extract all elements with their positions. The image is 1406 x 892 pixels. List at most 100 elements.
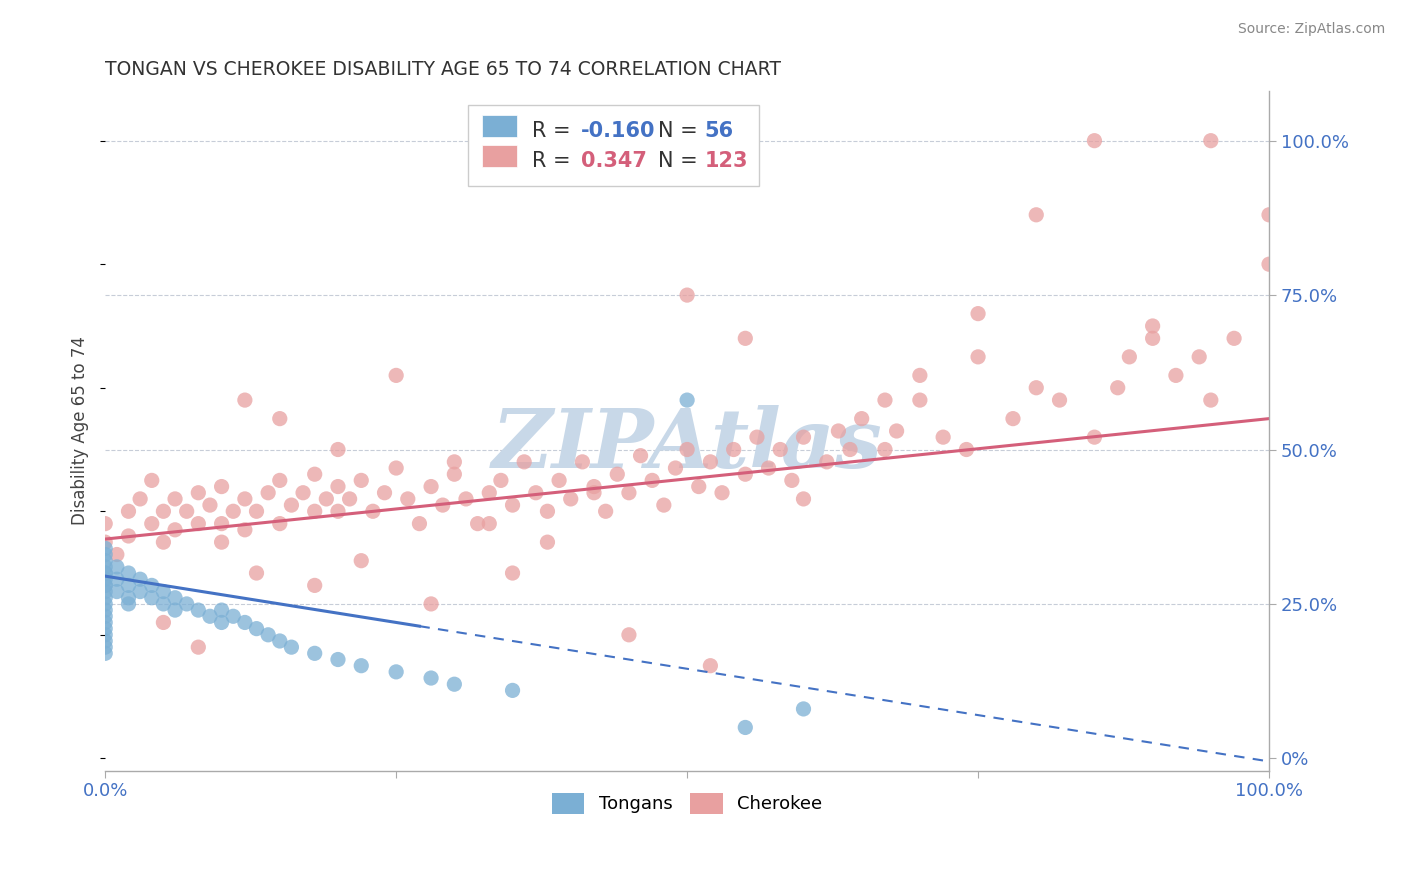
Point — [1223, 331, 1246, 345]
Point — [560, 491, 582, 506]
Point — [257, 485, 280, 500]
Point — [292, 485, 315, 500]
Point — [326, 442, 349, 457]
Point — [664, 461, 686, 475]
Point — [163, 491, 186, 506]
Point — [536, 535, 558, 549]
Point — [117, 591, 139, 605]
Point — [967, 350, 990, 364]
Point — [211, 516, 233, 531]
Point — [443, 677, 465, 691]
Point — [1083, 430, 1105, 444]
Point — [734, 467, 756, 482]
Point — [94, 535, 117, 549]
Point — [955, 442, 977, 457]
Text: ZIPAtlas: ZIPAtlas — [492, 405, 883, 484]
Point — [129, 572, 152, 586]
Point — [711, 485, 734, 500]
Point — [187, 516, 209, 531]
Point — [245, 566, 267, 580]
Point — [211, 535, 233, 549]
Point — [1118, 350, 1140, 364]
Point — [513, 455, 536, 469]
Point — [94, 622, 117, 636]
Text: 56: 56 — [704, 120, 734, 141]
Point — [688, 479, 710, 493]
Point — [699, 455, 721, 469]
Text: N =: N = — [658, 151, 704, 170]
Point — [222, 609, 245, 624]
Point — [94, 584, 117, 599]
Point — [873, 393, 896, 408]
Point — [385, 665, 408, 679]
Point — [280, 640, 302, 655]
Point — [94, 597, 117, 611]
Point — [94, 603, 117, 617]
Point — [176, 504, 198, 518]
Point — [606, 467, 628, 482]
Point — [152, 597, 174, 611]
Point — [792, 430, 814, 444]
Point — [1258, 257, 1281, 271]
Point — [152, 504, 174, 518]
Point — [734, 331, 756, 345]
Point — [304, 646, 326, 660]
Point — [873, 442, 896, 457]
Point — [652, 498, 675, 512]
Text: R =: R = — [533, 120, 578, 141]
Point — [1199, 134, 1222, 148]
Point — [617, 485, 640, 500]
Point — [117, 529, 139, 543]
Point — [967, 307, 990, 321]
Point — [187, 603, 209, 617]
Point — [886, 424, 908, 438]
Bar — [482, 115, 517, 137]
Point — [280, 498, 302, 512]
Point — [734, 721, 756, 735]
Point — [257, 628, 280, 642]
Text: -0.160: -0.160 — [581, 120, 655, 141]
Point — [117, 597, 139, 611]
Point — [1142, 318, 1164, 333]
Point — [792, 702, 814, 716]
Point — [326, 504, 349, 518]
Point — [141, 516, 163, 531]
Point — [94, 646, 117, 660]
Point — [94, 548, 117, 562]
Point — [571, 455, 593, 469]
Point — [326, 652, 349, 666]
Point — [489, 474, 512, 488]
Point — [582, 479, 605, 493]
Point — [420, 597, 443, 611]
Bar — [468, 105, 759, 186]
Point — [176, 597, 198, 611]
Point — [1258, 208, 1281, 222]
Point — [198, 498, 221, 512]
Point — [94, 559, 117, 574]
Point — [1142, 331, 1164, 345]
Point — [792, 491, 814, 506]
Point — [582, 485, 605, 500]
Point — [617, 628, 640, 642]
Text: Source: ZipAtlas.com: Source: ZipAtlas.com — [1237, 22, 1385, 37]
Point — [163, 603, 186, 617]
Point — [326, 479, 349, 493]
Point — [94, 578, 117, 592]
Point — [304, 578, 326, 592]
Point — [536, 504, 558, 518]
Point — [105, 584, 128, 599]
Point — [478, 516, 501, 531]
Point — [117, 504, 139, 518]
Point — [269, 474, 291, 488]
Point — [94, 634, 117, 648]
Point — [1025, 208, 1047, 222]
Point — [269, 634, 291, 648]
Point — [443, 467, 465, 482]
Point — [408, 516, 430, 531]
Point — [385, 368, 408, 383]
Point — [94, 615, 117, 630]
Text: N =: N = — [658, 120, 704, 141]
Point — [361, 504, 384, 518]
Point — [117, 566, 139, 580]
Point — [373, 485, 395, 500]
